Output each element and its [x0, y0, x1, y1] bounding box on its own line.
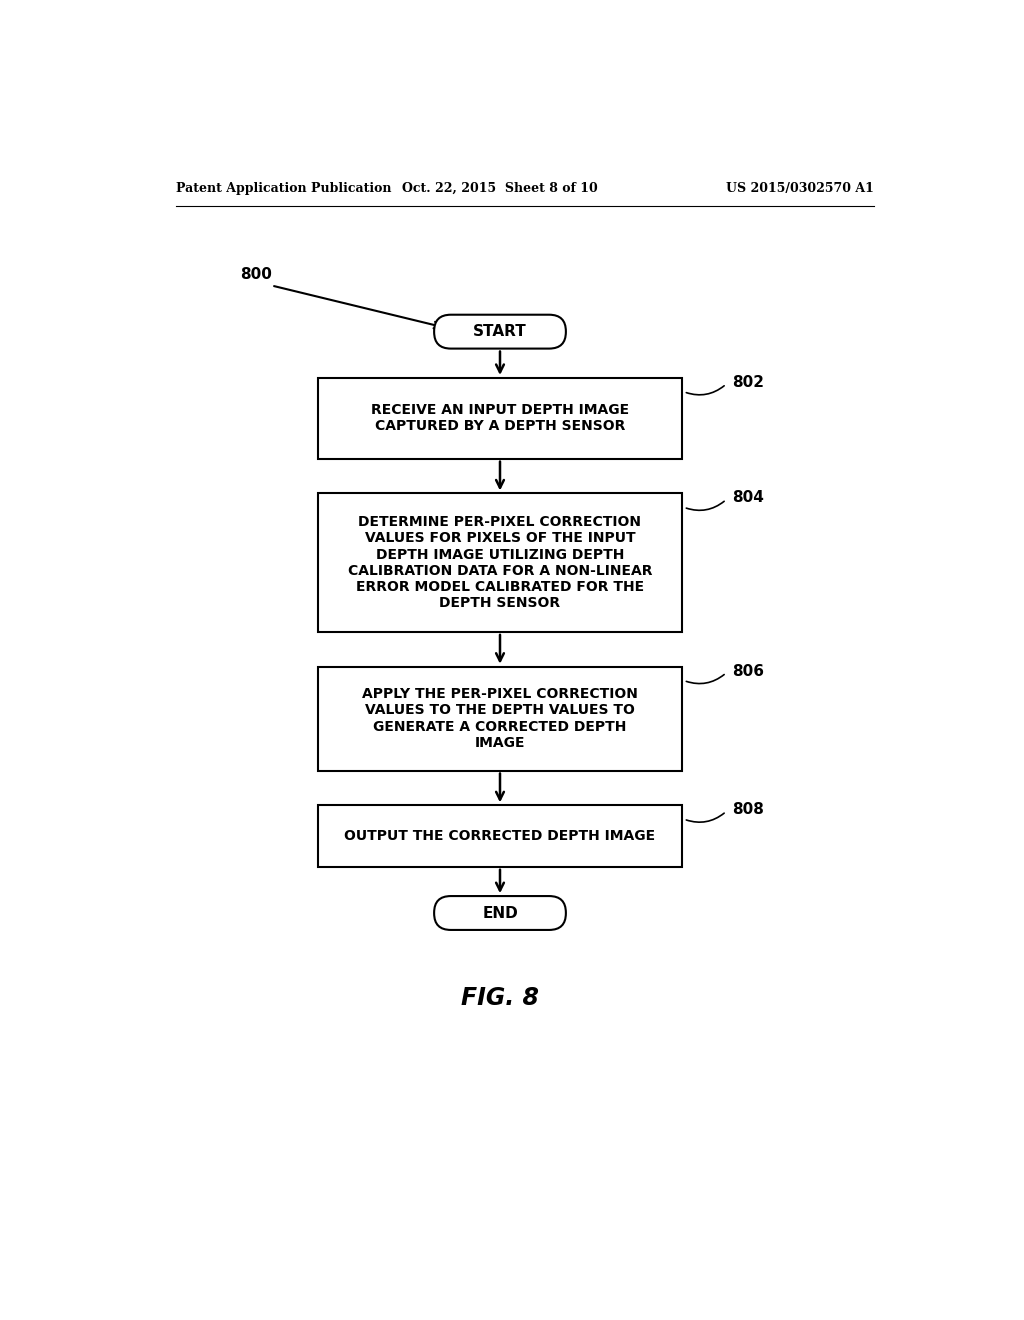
FancyBboxPatch shape	[434, 314, 566, 348]
FancyBboxPatch shape	[317, 494, 682, 632]
Text: 800: 800	[241, 267, 272, 281]
Text: FIG. 8: FIG. 8	[461, 986, 539, 1010]
Text: END: END	[482, 906, 518, 920]
FancyBboxPatch shape	[317, 667, 682, 771]
FancyBboxPatch shape	[434, 896, 566, 931]
Text: OUTPUT THE CORRECTED DEPTH IMAGE: OUTPUT THE CORRECTED DEPTH IMAGE	[344, 829, 655, 843]
Text: APPLY THE PER-PIXEL CORRECTION
VALUES TO THE DEPTH VALUES TO
GENERATE A CORRECTE: APPLY THE PER-PIXEL CORRECTION VALUES TO…	[362, 688, 638, 750]
Text: 804: 804	[732, 491, 764, 506]
Text: Patent Application Publication: Patent Application Publication	[176, 182, 391, 194]
FancyBboxPatch shape	[317, 378, 682, 459]
Text: 802: 802	[732, 375, 765, 389]
Text: Oct. 22, 2015  Sheet 8 of 10: Oct. 22, 2015 Sheet 8 of 10	[402, 182, 598, 194]
Text: 806: 806	[732, 664, 765, 678]
FancyBboxPatch shape	[317, 805, 682, 867]
Text: RECEIVE AN INPUT DEPTH IMAGE
CAPTURED BY A DEPTH SENSOR: RECEIVE AN INPUT DEPTH IMAGE CAPTURED BY…	[371, 403, 629, 433]
Text: START: START	[473, 325, 527, 339]
Text: 808: 808	[732, 803, 764, 817]
Text: DETERMINE PER-PIXEL CORRECTION
VALUES FOR PIXELS OF THE INPUT
DEPTH IMAGE UTILIZ: DETERMINE PER-PIXEL CORRECTION VALUES FO…	[348, 515, 652, 610]
Text: US 2015/0302570 A1: US 2015/0302570 A1	[726, 182, 873, 194]
